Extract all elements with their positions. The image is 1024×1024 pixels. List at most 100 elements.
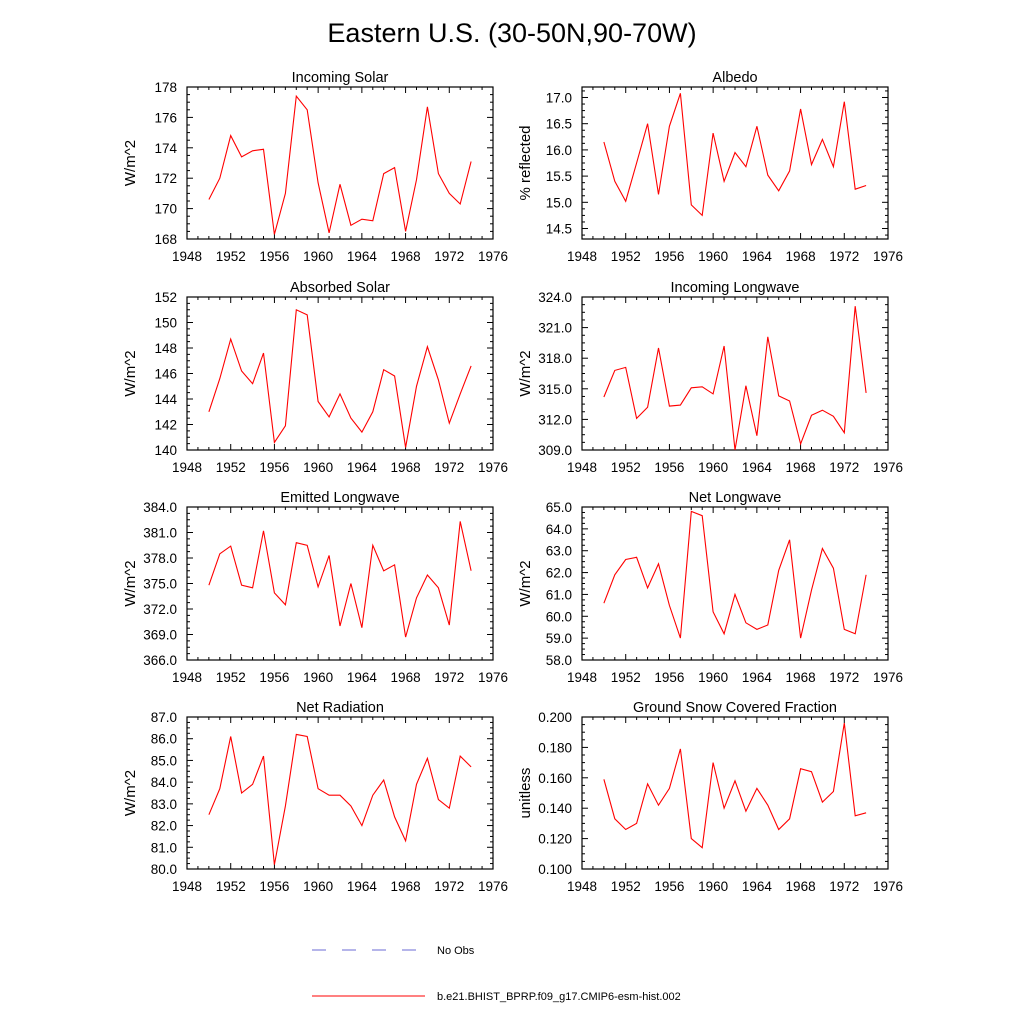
y-tick-label: 0.180 [538, 740, 572, 755]
panel-7: Net Radiation W/m^2 1948 1952 1956 1960 1964 19… [122, 700, 508, 894]
x-tick-label: 1968 [391, 249, 421, 264]
x-tick-label: 1952 [611, 249, 641, 264]
y-tick-label: 84.0 [151, 775, 177, 790]
y-tick-label: 0.140 [538, 801, 572, 816]
y-tick-label: 63.0 [546, 544, 572, 559]
y-tick-label: 384.0 [143, 500, 177, 515]
panels-group: Incoming Solar W/m^2 1948 1952 1956 1960 1964 1… [122, 70, 903, 894]
x-tick-label: 1956 [654, 670, 684, 685]
y-tick-label: 375.0 [143, 577, 177, 592]
x-tick-label: 1960 [303, 460, 333, 475]
series-line [603, 510, 867, 639]
y-axis-label: unitless [517, 768, 534, 819]
x-tick-label: 1948 [567, 879, 597, 894]
series-line [603, 306, 867, 451]
panel-1: Incoming Solar W/m^2 1948 1952 1956 1960 1964 1… [122, 70, 508, 264]
y-tick-label: 174 [154, 141, 177, 156]
x-tick-label: 1948 [567, 460, 597, 475]
x-tick-label: 1976 [478, 460, 508, 475]
x-tick-label: 1948 [172, 670, 202, 685]
y-tick-label: 60.0 [546, 609, 572, 624]
y-tick-label: 80.0 [151, 862, 177, 877]
x-tick-label: 1976 [478, 670, 508, 685]
x-tick-label: 1956 [259, 879, 289, 894]
panel-title: Incoming Longwave [671, 280, 800, 296]
plot-frame [581, 506, 889, 661]
y-tick-label: 140 [154, 443, 177, 458]
x-tick-label: 1948 [172, 460, 202, 475]
y-tick-label: 15.0 [546, 195, 572, 210]
x-tick-label: 1956 [654, 879, 684, 894]
series-line [603, 93, 867, 217]
x-tick-label: 1964 [347, 460, 378, 475]
y-axis-label: W/m^2 [122, 350, 139, 396]
x-tick-label: 1972 [434, 460, 464, 475]
x-tick-label: 1976 [478, 249, 508, 264]
x-tick-label: 1972 [829, 879, 859, 894]
x-tick-label: 1952 [216, 879, 246, 894]
x-tick-label: 1972 [829, 460, 859, 475]
x-tick-label: 1956 [259, 249, 289, 264]
y-tick-label: 65.0 [546, 500, 572, 515]
series-line [208, 521, 472, 638]
x-tick-label: 1968 [786, 670, 816, 685]
x-tick-label: 1972 [434, 670, 464, 685]
x-tick-label: 1956 [654, 249, 684, 264]
y-tick-label: 178 [154, 80, 177, 95]
series-line [208, 733, 472, 865]
y-tick-label: 64.0 [546, 522, 572, 537]
panel-4: Incoming Longwave W/m^2 1948 1952 1956 1960 19… [517, 280, 903, 475]
y-tick-label: 83.0 [151, 797, 177, 812]
x-tick-label: 1968 [786, 460, 816, 475]
y-tick-label: 146 [154, 367, 177, 382]
x-tick-label: 1972 [434, 249, 464, 264]
x-tick-label: 1968 [391, 670, 421, 685]
y-tick-label: 59.0 [546, 631, 572, 646]
y-tick-label: 378.0 [143, 551, 177, 566]
x-tick-label: 1976 [873, 460, 903, 475]
panel-5: Emitted Longwave W/m^2 1948 1952 1956 1960 196… [122, 490, 508, 685]
x-tick-label: 1972 [829, 249, 859, 264]
x-tick-label: 1976 [873, 249, 903, 264]
y-tick-label: 87.0 [151, 710, 177, 725]
panel-3: Absorbed Solar W/m^2 1948 1952 1956 1960 1964 1… [122, 280, 508, 475]
x-tick-label: 1960 [303, 249, 333, 264]
y-tick-label: 150 [154, 316, 177, 331]
x-tick-label: 1952 [611, 670, 641, 685]
plot-frame [186, 716, 494, 870]
plot-frame [186, 296, 494, 451]
panel-title: Incoming Solar [292, 70, 389, 86]
x-tick-label: 1960 [698, 670, 728, 685]
y-tick-label: 381.0 [143, 526, 177, 541]
y-tick-label: 16.0 [546, 143, 572, 158]
y-tick-label: 85.0 [151, 753, 177, 768]
panel-title: Albedo [712, 70, 757, 86]
y-tick-label: 58.0 [546, 653, 572, 668]
y-tick-label: 170 [154, 202, 177, 217]
y-axis-label: % reflected [517, 125, 534, 200]
plot-frame [581, 296, 889, 451]
x-tick-label: 1956 [654, 460, 684, 475]
figure-title: Eastern U.S. (30-50N,90-70W) [327, 18, 696, 48]
x-tick-label: 1964 [742, 879, 773, 894]
y-tick-label: 366.0 [143, 653, 177, 668]
y-axis-label: W/m^2 [517, 560, 534, 606]
y-tick-label: 86.0 [151, 732, 177, 747]
x-tick-label: 1948 [172, 249, 202, 264]
x-tick-label: 1964 [742, 670, 773, 685]
y-tick-label: 0.160 [538, 771, 572, 786]
y-tick-label: 148 [154, 341, 177, 356]
y-axis-label: W/m^2 [122, 770, 139, 816]
x-tick-label: 1952 [611, 879, 641, 894]
y-tick-label: 0.200 [538, 710, 572, 725]
y-tick-label: 168 [154, 232, 177, 247]
x-tick-label: 1952 [216, 670, 246, 685]
legend-label-model: b.e21.BHIST_BPRP.f09_g17.CMIP6-esm-hist.… [437, 991, 681, 1003]
x-tick-label: 1948 [567, 670, 597, 685]
x-tick-label: 1972 [434, 879, 464, 894]
x-tick-label: 1956 [259, 670, 289, 685]
y-tick-label: 369.0 [143, 628, 177, 643]
y-tick-label: 172 [154, 171, 177, 186]
x-tick-label: 1960 [698, 879, 728, 894]
x-tick-label: 1964 [347, 879, 378, 894]
